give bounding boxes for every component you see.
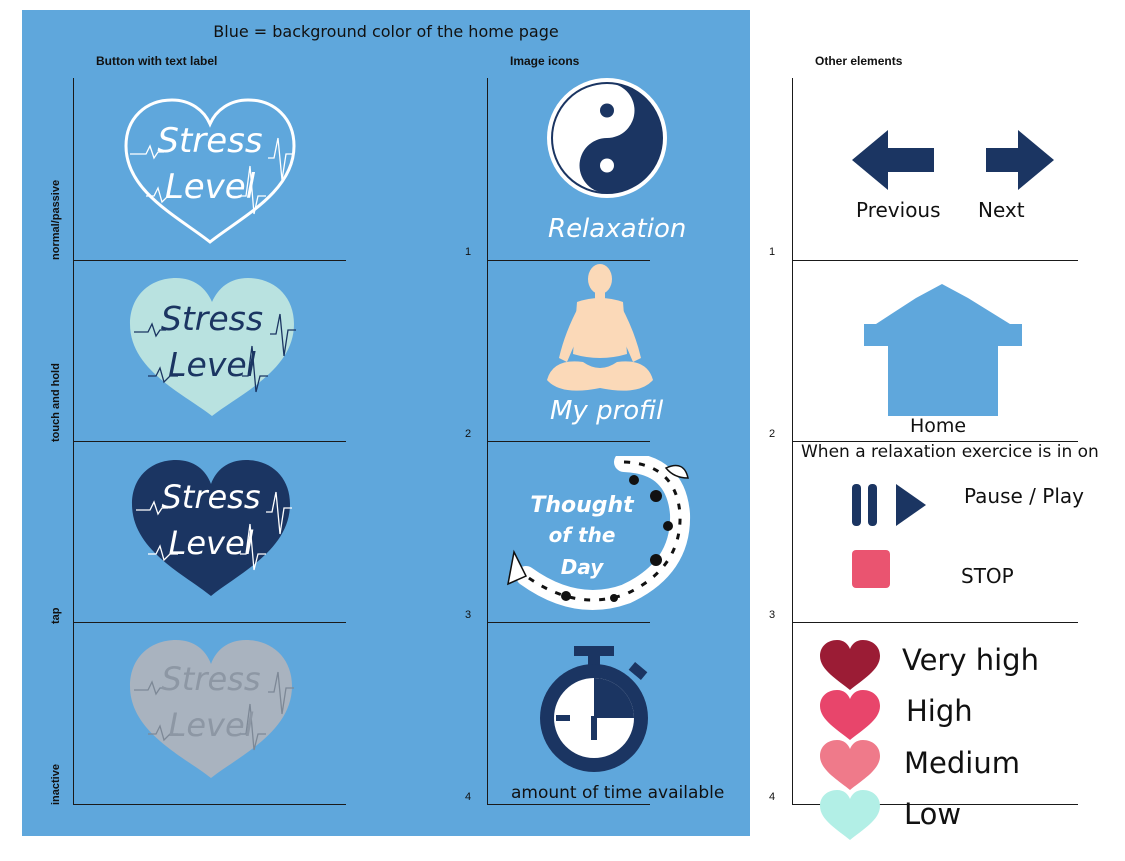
grid-row-divider: [792, 804, 1078, 805]
level-label: Level: [168, 345, 256, 384]
relaxation-label: Relaxation: [548, 214, 687, 244]
yin-yang-icon[interactable]: [542, 76, 672, 200]
grid-row-divider: [792, 622, 1078, 623]
pause-play-label: Pause / Play: [964, 484, 1084, 508]
stress-label: Stress: [161, 660, 260, 698]
koi-fish-icon[interactable]: Thought of the Day: [506, 456, 692, 612]
row-number: 4: [769, 791, 776, 803]
grid-row-divider: [73, 804, 346, 805]
grid-row-divider: [792, 260, 1078, 261]
stress-label: Stress: [161, 299, 263, 338]
level-label: Level: [168, 706, 253, 744]
level-high-label: High: [906, 694, 973, 728]
grid-row-divider: [792, 441, 1078, 442]
heart-very-high-icon: [820, 640, 880, 690]
page-title: Blue = background color of the home page: [213, 22, 559, 41]
grid-row-divider: [73, 441, 346, 442]
meditation-figure-icon[interactable]: [543, 262, 657, 402]
row-number: 1: [465, 246, 472, 258]
heart-low-icon: [820, 790, 880, 840]
row-number: 4: [465, 791, 472, 803]
grid-row-divider: [487, 622, 650, 623]
row-label-inactive: inactive: [50, 764, 62, 805]
stress-level-button-touch-hold[interactable]: Stress Level: [126, 276, 298, 420]
grid-row-divider: [487, 804, 650, 805]
my-profil-label: My profil: [550, 396, 664, 426]
row-label-touch-hold: touch and hold: [50, 363, 62, 442]
level-medium-label: Medium: [904, 746, 1020, 780]
thought-label-line2: of the: [549, 523, 616, 547]
pause-play-icon[interactable]: [846, 480, 932, 530]
stress-label: Stress: [161, 478, 260, 516]
stop-label: STOP: [961, 564, 1014, 588]
stress-level-button-tap[interactable]: Stress Level: [128, 458, 294, 600]
thought-label-line3: Day: [561, 555, 604, 579]
thought-label-line1: Thought: [530, 493, 635, 518]
row-number: 2: [465, 428, 472, 440]
next-label[interactable]: Next: [978, 198, 1025, 222]
home-label[interactable]: Home: [910, 415, 967, 437]
row-label-tap: tap: [50, 607, 62, 625]
stress-label: Stress: [157, 121, 262, 161]
grid-row-divider: [487, 260, 650, 261]
stop-icon[interactable]: [852, 550, 890, 588]
column-header-icons: Image icons: [510, 54, 580, 68]
stopwatch-icon[interactable]: [536, 644, 660, 776]
row-number: 1: [769, 246, 776, 258]
row-label-normal: normal/passive: [50, 179, 62, 260]
grid-row-divider: [487, 441, 650, 442]
stress-level-button-inactive: Stress Level: [130, 640, 294, 778]
level-label: Level: [168, 524, 253, 562]
grid-row-divider: [73, 260, 346, 261]
previous-label[interactable]: Previous: [856, 198, 941, 222]
heart-medium-icon: [820, 740, 880, 790]
level-very-high-label: Very high: [902, 643, 1039, 677]
relaxation-note: When a relaxation exercice is in on: [801, 442, 1099, 462]
timer-label: amount of time available: [511, 783, 725, 803]
grid-row-divider: [73, 622, 346, 623]
stress-level-button-normal[interactable]: Stress Level: [120, 96, 300, 246]
home-icon[interactable]: [860, 282, 1026, 418]
level-low-label: Low: [904, 797, 962, 831]
level-label: Level: [165, 167, 256, 207]
column-header-other: Other elements: [815, 54, 903, 68]
row-number: 3: [769, 609, 776, 621]
column-header-buttons: Button with text label: [96, 54, 218, 68]
next-arrow-icon[interactable]: [982, 126, 1058, 194]
heart-high-icon: [820, 690, 880, 740]
previous-arrow-icon[interactable]: [848, 126, 940, 194]
row-number: 2: [769, 428, 776, 440]
row-number: 3: [465, 609, 472, 621]
